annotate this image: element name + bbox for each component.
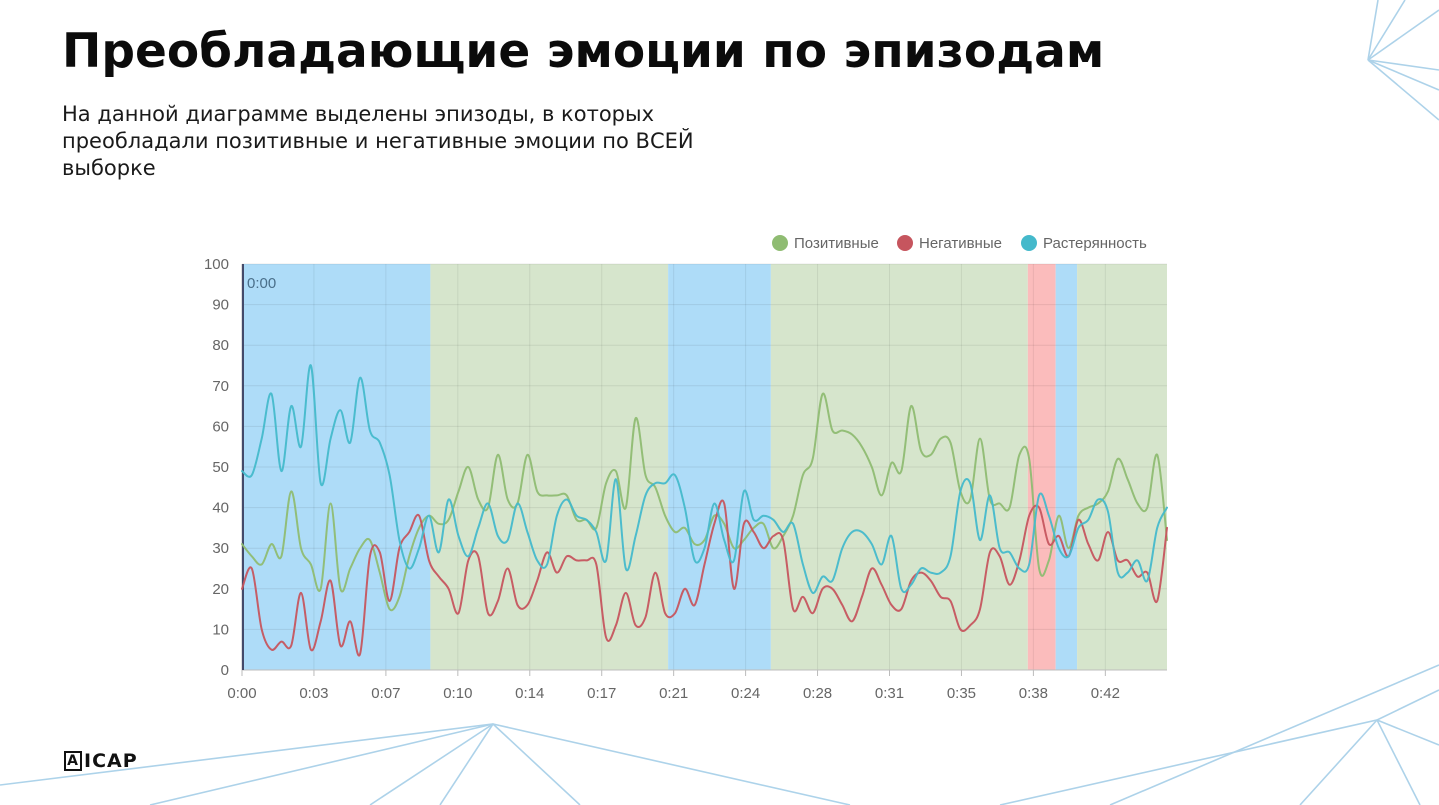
legend-item-1: Негативные [897, 235, 1002, 252]
x-tick-label: 0:10 [443, 685, 472, 702]
y-tick-label: 20 [212, 581, 229, 598]
episode-band-5 [1055, 264, 1078, 670]
legend-label: Позитивные [794, 235, 879, 252]
legend-label: Растерянность [1043, 235, 1147, 252]
y-tick-label: 50 [212, 459, 229, 476]
x-tick-label: 0:14 [515, 685, 544, 702]
y-tick-label: 30 [212, 540, 229, 557]
x-tick-label: 0:00 [227, 685, 256, 702]
y-tick-label: 80 [212, 337, 229, 354]
legend-label: Негативные [919, 235, 1002, 252]
series-line-0 [241, 392, 1168, 612]
playhead-label: 0:00 [247, 275, 276, 292]
x-tick-label: 0:17 [587, 685, 616, 702]
episode-band-4 [1027, 264, 1056, 670]
company-logo: A ICAP [64, 750, 138, 772]
logo-text: ICAP [84, 750, 138, 772]
y-tick-label: 10 [212, 621, 229, 638]
y-tick-label: 90 [212, 297, 229, 314]
legend-item-0: Позитивные [772, 235, 879, 252]
x-tick-label: 0:31 [875, 685, 904, 702]
legend-swatch [1021, 235, 1037, 251]
x-tick-label: 0:07 [371, 685, 400, 702]
x-tick-label: 0:03 [299, 685, 328, 702]
y-tick-label: 0 [221, 662, 229, 679]
series-line-2 [241, 364, 1168, 594]
x-tick-label: 0:35 [947, 685, 976, 702]
y-tick-label: 100 [204, 256, 229, 273]
episode-band-2 [668, 264, 771, 670]
legend-swatch [897, 235, 913, 251]
y-tick-label: 60 [212, 418, 229, 435]
x-tick-label: 0:42 [1091, 685, 1120, 702]
episode-band-0 [242, 264, 431, 670]
x-tick-label: 0:21 [659, 685, 688, 702]
episode-band-1 [430, 264, 669, 670]
page-subtitle: На данной диаграмме выделены эпизоды, в … [62, 102, 694, 180]
series-line-1 [241, 499, 1168, 657]
x-tick-label: 0:24 [731, 685, 760, 702]
logo-mark-icon: A [64, 751, 82, 771]
x-tick-label: 0:38 [1019, 685, 1048, 702]
page-title: Преобладающие эмоции по эпизодам [62, 24, 1105, 79]
emotions-line-chart: 0 10 20 30 40 50 60 70 80 90 100 0:00 0:03 0:07 0:10 0:… [204, 235, 1168, 702]
x-tick-label: 0:28 [803, 685, 832, 702]
legend-item-2: Растерянность [1021, 235, 1147, 252]
episode-band-6 [1077, 264, 1167, 670]
y-tick-label: 40 [212, 500, 229, 517]
y-tick-label: 70 [212, 378, 229, 395]
legend-swatch [772, 235, 788, 251]
